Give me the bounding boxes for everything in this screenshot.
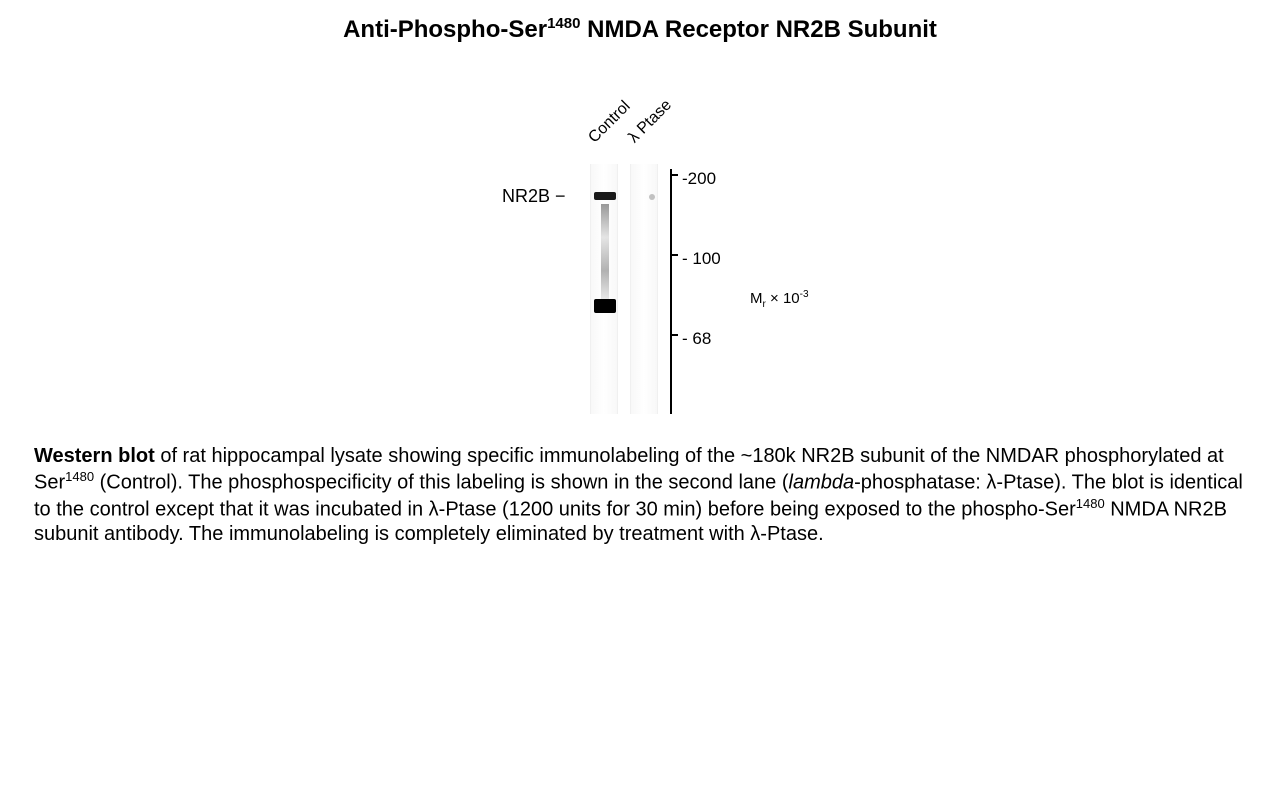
mw-axis [670, 169, 672, 414]
blot-faint-spot [649, 194, 655, 200]
caption-sup: 1480 [65, 469, 94, 484]
caption-lead: Western blot [34, 445, 155, 467]
figure-caption: Western blot of rat hippocampal lysate s… [30, 444, 1250, 547]
blot-lane-ptase [630, 164, 658, 414]
mw-tick [670, 254, 678, 256]
band-label-nr2b: NR2B − [502, 186, 566, 207]
caption-italic: lambda [789, 472, 855, 494]
blot-band [594, 299, 616, 313]
western-blot-figure: Control λ Ptase NR2B − -200 - 100 - 68 M… [30, 74, 1250, 414]
mw-label-200: -200 [682, 169, 716, 189]
mw-unit-label: Mr × 10-3 [750, 289, 809, 310]
title-superscript: 1480 [547, 15, 580, 32]
mw-label-68: - 68 [682, 329, 711, 349]
title-prefix: Anti-Phospho-Ser [343, 16, 547, 43]
caption-text: (Control). The phosphospecificity of thi… [94, 472, 788, 494]
blot-smear [601, 204, 609, 304]
lane-label-control: Control [585, 98, 634, 147]
mw-tick [670, 174, 678, 176]
blot-band [594, 192, 616, 200]
title-suffix: NMDA Receptor NR2B Subunit [580, 16, 936, 43]
mw-tick [670, 334, 678, 336]
blot-lane-control [590, 164, 618, 414]
blot-inner: Control λ Ptase NR2B − -200 - 100 - 68 M… [430, 74, 850, 414]
lane-label-ptase: λ Ptase [625, 97, 675, 147]
caption-sup: 1480 [1076, 496, 1105, 511]
mw-label-100: - 100 [682, 249, 721, 269]
figure-title: Anti-Phospho-Ser1480 NMDA Receptor NR2B … [30, 15, 1250, 44]
